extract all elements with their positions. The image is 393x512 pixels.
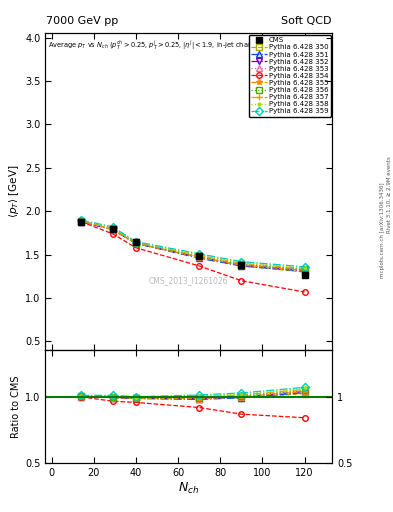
Line: Pythia 6.428 355: Pythia 6.428 355 [77, 217, 308, 274]
Pythia 6.428 353 [79, 219, 83, 225]
Pythia 6.428 359 [197, 251, 202, 257]
Pythia 6.428 350 [79, 218, 83, 224]
Pythia 6.428 354 [302, 289, 307, 295]
Text: Average $p_T$ vs $N_{ch}$ ($p_T^{ch}>$0.25, $p_T^j>$0.25, $|\eta^j|<$1.9, in-jet: Average $p_T$ vs $N_{ch}$ ($p_T^{ch}>$0.… [48, 38, 297, 52]
Line: Pythia 6.428 358: Pythia 6.428 358 [78, 218, 307, 270]
Legend: CMS, Pythia 6.428 350, Pythia 6.428 351, Pythia 6.428 352, Pythia 6.428 353, Pyt: CMS, Pythia 6.428 350, Pythia 6.428 351,… [249, 35, 331, 117]
Pythia 6.428 357 [134, 240, 138, 246]
Pythia 6.428 352 [134, 240, 138, 246]
Pythia 6.428 357 [197, 252, 202, 259]
Pythia 6.428 359 [134, 239, 138, 245]
Pythia 6.428 356 [79, 218, 83, 224]
Pythia 6.428 354 [79, 219, 83, 225]
Line: Pythia 6.428 351: Pythia 6.428 351 [78, 219, 307, 274]
Pythia 6.428 359 [302, 264, 307, 270]
Pythia 6.428 351 [134, 240, 138, 246]
Text: mcplots.cern.ch [arXiv:1306.3436]: mcplots.cern.ch [arXiv:1306.3436] [380, 183, 385, 278]
Pythia 6.428 356 [197, 253, 202, 260]
Pythia 6.428 358 [110, 225, 115, 231]
Pythia 6.428 355 [197, 254, 202, 261]
Pythia 6.428 358 [197, 251, 202, 258]
Pythia 6.428 357 [79, 218, 83, 224]
Pythia 6.428 351 [302, 268, 307, 274]
Pythia 6.428 357 [302, 266, 307, 272]
Pythia 6.428 353 [134, 240, 138, 246]
Pythia 6.428 358 [302, 265, 307, 271]
Pythia 6.428 357 [239, 260, 244, 266]
Line: Pythia 6.428 353: Pythia 6.428 353 [78, 219, 307, 273]
Pythia 6.428 350 [110, 226, 115, 232]
Pythia 6.428 355 [239, 262, 244, 268]
Pythia 6.428 356 [239, 261, 244, 267]
Pythia 6.428 355 [134, 240, 138, 246]
Line: Pythia 6.428 356: Pythia 6.428 356 [78, 218, 307, 272]
Text: Soft QCD: Soft QCD [281, 15, 331, 26]
Pythia 6.428 351 [239, 263, 244, 269]
Pythia 6.428 355 [79, 218, 83, 224]
Pythia 6.428 356 [110, 226, 115, 232]
Pythia 6.428 355 [302, 267, 307, 273]
Pythia 6.428 351 [110, 226, 115, 232]
Pythia 6.428 350 [197, 254, 202, 261]
Pythia 6.428 352 [302, 267, 307, 273]
Pythia 6.428 353 [239, 262, 244, 268]
Pythia 6.428 351 [79, 219, 83, 225]
Pythia 6.428 350 [239, 263, 244, 269]
Pythia 6.428 355 [110, 226, 115, 232]
Pythia 6.428 359 [239, 259, 244, 265]
Pythia 6.428 358 [239, 260, 244, 266]
Pythia 6.428 353 [302, 267, 307, 273]
Pythia 6.428 354 [197, 263, 202, 269]
Pythia 6.428 354 [239, 278, 244, 284]
Line: Pythia 6.428 352: Pythia 6.428 352 [78, 219, 307, 273]
Pythia 6.428 357 [110, 226, 115, 232]
Pythia 6.428 352 [79, 219, 83, 225]
Pythia 6.428 352 [239, 262, 244, 268]
Pythia 6.428 354 [110, 231, 115, 237]
Pythia 6.428 359 [79, 217, 83, 223]
Pythia 6.428 353 [110, 226, 115, 232]
Line: Pythia 6.428 357: Pythia 6.428 357 [77, 217, 308, 272]
Text: 7000 GeV pp: 7000 GeV pp [46, 15, 119, 26]
Y-axis label: Ratio to CMS: Ratio to CMS [11, 375, 21, 438]
Pythia 6.428 358 [79, 218, 83, 224]
Text: Rivet 3.1.10, ≥ 2.9M events: Rivet 3.1.10, ≥ 2.9M events [387, 156, 392, 233]
Pythia 6.428 352 [110, 226, 115, 232]
Pythia 6.428 350 [302, 269, 307, 275]
Text: CMS_2013_I1261026: CMS_2013_I1261026 [149, 276, 228, 285]
Pythia 6.428 353 [197, 254, 202, 261]
Pythia 6.428 356 [134, 240, 138, 246]
Pythia 6.428 354 [134, 245, 138, 251]
Line: Pythia 6.428 354: Pythia 6.428 354 [78, 219, 307, 295]
Pythia 6.428 350 [134, 240, 138, 246]
X-axis label: $N_{ch}$: $N_{ch}$ [178, 481, 199, 496]
Pythia 6.428 352 [197, 254, 202, 261]
Pythia 6.428 358 [134, 240, 138, 246]
Pythia 6.428 356 [302, 266, 307, 272]
Line: Pythia 6.428 359: Pythia 6.428 359 [78, 217, 307, 270]
Pythia 6.428 359 [110, 224, 115, 230]
Y-axis label: $\langle p_T\rangle$ [GeV]: $\langle p_T\rangle$ [GeV] [7, 165, 21, 219]
Line: Pythia 6.428 350: Pythia 6.428 350 [78, 218, 307, 275]
Pythia 6.428 351 [197, 255, 202, 261]
